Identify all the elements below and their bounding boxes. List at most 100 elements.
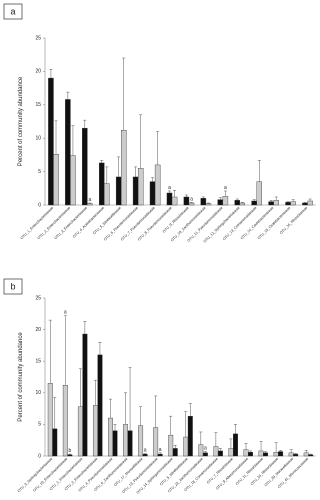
y-tick-label: 0 [38, 202, 41, 208]
bar [288, 452, 294, 457]
significance-label: a [190, 196, 193, 202]
bar [251, 200, 257, 206]
bar [278, 451, 284, 457]
bar [82, 333, 88, 457]
bar [104, 183, 110, 206]
bar [232, 433, 238, 457]
error-bar [184, 411, 188, 438]
error-bar [303, 202, 307, 203]
error-bar [294, 453, 298, 455]
y-axis-title: Percent of community abundance [18, 332, 24, 422]
error-bar [83, 119, 87, 129]
x-tick-label: OTU_4_Acetobacteraceae [72, 206, 105, 239]
bar [48, 77, 54, 206]
bar [154, 164, 161, 206]
bar [222, 196, 229, 206]
bar [285, 202, 291, 206]
bar [52, 428, 58, 457]
y-tick-label: 20 [35, 69, 41, 75]
panel-label: b [10, 281, 15, 291]
significance-label: a [224, 185, 227, 191]
bar [187, 415, 193, 457]
error-bar [279, 450, 283, 452]
error-bar [235, 198, 239, 201]
x-tick-label: OTU_17_Moraxellaceae [113, 457, 143, 487]
error-bar [206, 202, 210, 204]
bar [217, 199, 224, 206]
y-axis-title: Percent of community abundance [18, 76, 24, 166]
bar [138, 425, 144, 457]
error-bar [244, 443, 248, 450]
error-bar [68, 453, 72, 455]
bar [121, 129, 127, 206]
bar [171, 196, 178, 206]
error-bar [269, 200, 273, 202]
bar [123, 424, 129, 457]
bar [188, 202, 195, 206]
error-bar [156, 131, 160, 165]
error-bar [218, 197, 222, 200]
bar [112, 430, 118, 457]
error-bar [108, 398, 112, 419]
y-tick-label: 5 [38, 169, 41, 175]
significance-label: a [204, 446, 207, 452]
x-tick-label: OTU_14_Caulobacteraceae [240, 206, 274, 240]
bar [67, 454, 73, 457]
significance-label: a [159, 447, 162, 453]
bar [213, 446, 219, 457]
error-bar [167, 190, 171, 193]
error-bar [308, 198, 312, 201]
significance-label: a [88, 197, 91, 203]
error-bar [105, 166, 109, 184]
error-bar [98, 341, 102, 355]
error-bar [122, 57, 126, 131]
error-bar [199, 431, 203, 445]
bar [87, 203, 93, 206]
error-bar [93, 379, 97, 406]
error-bar [83, 321, 87, 335]
error-bar [54, 120, 58, 155]
bar [307, 200, 313, 206]
panel-label-box [3, 278, 23, 295]
x-tick-label: OTU_24_Rhizobiaceae [250, 457, 279, 486]
x-tick-label: OTU_6_Pseudomonadaceae [103, 206, 139, 242]
y-tick-label: 25 [35, 295, 41, 301]
bar [168, 434, 174, 457]
x-tick-label: OTU_1_Enterobacteriaceae [20, 206, 54, 240]
bar [243, 449, 249, 457]
bar [92, 405, 98, 457]
error-bar [169, 415, 173, 436]
error-bar [214, 432, 218, 447]
x-tick-label: OTU_7_Rhizobiaceae [206, 457, 234, 485]
bar [273, 200, 279, 206]
bar [97, 354, 103, 457]
error-bar [190, 202, 194, 203]
error-bar [223, 190, 227, 197]
bar [256, 181, 263, 206]
bar [258, 450, 264, 457]
bar [263, 452, 269, 457]
error-bar [240, 202, 244, 203]
x-tick-label: OTU_3_Enterobacteriaceae [54, 206, 88, 240]
bar [65, 99, 71, 206]
bar [248, 452, 253, 457]
error-bar [304, 450, 308, 453]
bar [293, 453, 299, 457]
error-bar [289, 449, 293, 453]
bar [302, 202, 308, 206]
error-bar [53, 396, 57, 429]
error-bar [158, 452, 162, 455]
y-tick-label: 10 [35, 136, 41, 142]
error-bar [88, 202, 92, 204]
error-bar [291, 199, 295, 202]
error-bar [134, 166, 138, 177]
y-tick-label: 5 [38, 422, 41, 428]
bar [47, 383, 53, 457]
bar [268, 201, 274, 206]
error-bar [143, 453, 147, 455]
error-bar [151, 177, 155, 182]
bar [183, 436, 189, 457]
error-bar [188, 403, 192, 417]
significance-label: a [64, 310, 67, 316]
bar [70, 155, 76, 206]
